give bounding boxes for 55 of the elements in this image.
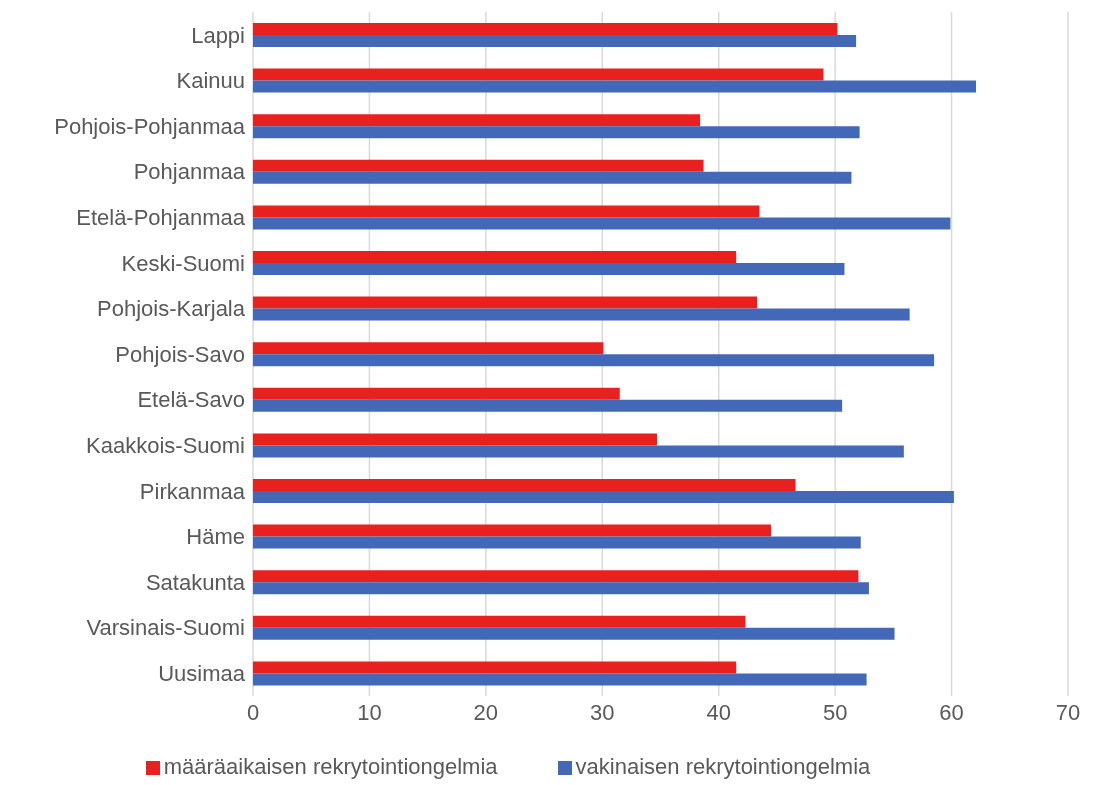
y-tick-label: Pirkanmaa — [139, 478, 246, 504]
bar — [253, 35, 857, 47]
bar — [253, 433, 658, 446]
bar — [253, 479, 796, 491]
bar — [253, 296, 758, 309]
x-tick-label: 40 — [706, 699, 731, 725]
y-tick-label: Uusimaa — [158, 661, 246, 687]
bar — [253, 387, 620, 400]
y-tick-label: Pohjois-Savo — [115, 341, 245, 367]
x-tick-label: 50 — [822, 699, 848, 725]
x-tick-label: 20 — [473, 699, 499, 725]
bar — [253, 582, 869, 595]
bar — [253, 263, 845, 275]
legend-label: määräaikaisen rekrytointiongelmia — [163, 754, 498, 779]
bar — [253, 627, 895, 640]
x-tick-label: 70 — [1055, 699, 1081, 725]
x-tick-label: 0 — [246, 699, 260, 725]
y-tick-label: Etelä-Pohjanmaa — [76, 205, 246, 231]
bar — [253, 114, 701, 127]
x-tick-label: 10 — [357, 699, 382, 725]
legend-label: vakinaisen rekrytointiongelmia — [575, 754, 871, 779]
bar — [253, 673, 867, 686]
bar — [253, 354, 935, 367]
y-tick-label: Pohjois-Karjala — [97, 296, 246, 322]
bar — [253, 570, 859, 583]
y-tick-label: Varsinais-Suomi — [86, 615, 245, 641]
y-tick-label: Keski-Suomi — [121, 250, 245, 276]
y-tick-label: Satakunta — [145, 569, 246, 595]
bar — [253, 399, 843, 412]
y-tick-label: Pohjanmaa — [133, 159, 246, 185]
bar — [253, 615, 746, 628]
y-tick-label: Etelä-Savo — [137, 387, 245, 413]
bar — [253, 308, 910, 321]
x-tick-label: 30 — [590, 699, 615, 725]
bar — [253, 126, 860, 139]
bar — [253, 205, 760, 218]
bar — [253, 171, 852, 184]
y-tick-label: Kaakkois-Suomi — [86, 433, 245, 459]
bar — [253, 524, 772, 537]
bar — [253, 251, 737, 263]
bar — [253, 342, 604, 355]
x-tick-label: 60 — [939, 699, 964, 725]
bar — [253, 661, 737, 674]
y-tick-label: Kainuu — [176, 68, 245, 94]
bar — [253, 23, 838, 35]
bar — [253, 80, 977, 93]
bar — [253, 536, 861, 549]
bar — [253, 217, 951, 230]
y-tick-label: Pohjois-Pohjanmaa — [54, 113, 246, 139]
bar — [253, 491, 954, 503]
bar — [253, 68, 824, 81]
y-tick-label: Häme — [186, 524, 245, 550]
bar — [253, 159, 704, 172]
bar — [253, 445, 904, 458]
y-tick-label: Lappi — [191, 22, 245, 48]
